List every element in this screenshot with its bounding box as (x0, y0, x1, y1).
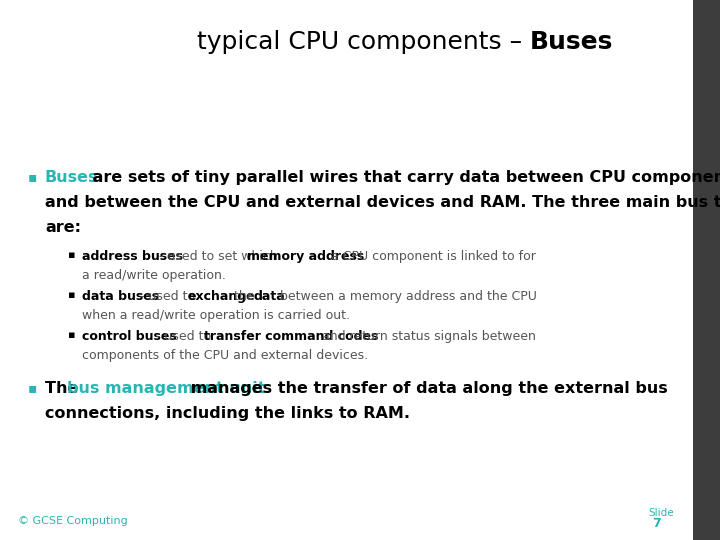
Text: are:: are: (45, 220, 81, 235)
Text: - used to: - used to (152, 330, 215, 343)
Text: 7: 7 (652, 517, 661, 530)
Text: The: The (45, 381, 84, 396)
Text: bus management unit: bus management unit (67, 381, 266, 396)
Text: ▪: ▪ (28, 381, 37, 395)
Text: manages the transfer of data along the external bus: manages the transfer of data along the e… (185, 381, 667, 396)
Text: Buses: Buses (45, 170, 99, 185)
Text: control buses: control buses (82, 330, 176, 343)
Text: exchange: exchange (188, 290, 256, 303)
Text: components of the CPU and external devices.: components of the CPU and external devic… (82, 349, 368, 362)
Text: memory address: memory address (247, 250, 364, 263)
Text: © GCSE Computing: © GCSE Computing (18, 516, 127, 526)
Text: data: data (254, 290, 286, 303)
Text: - used to set which: - used to set which (155, 250, 282, 263)
Text: between a memory address and the CPU: between a memory address and the CPU (276, 290, 537, 303)
Text: ▪: ▪ (68, 330, 76, 340)
Text: when a read/write operation is carried out.: when a read/write operation is carried o… (82, 309, 350, 322)
Text: and between the CPU and external devices and RAM. The three main bus types: and between the CPU and external devices… (45, 195, 720, 210)
Text: typical CPU components –: typical CPU components – (197, 30, 530, 54)
Text: and return status signals between: and return status signals between (318, 330, 536, 343)
Text: Slide: Slide (648, 508, 674, 518)
Text: Buses: Buses (530, 30, 613, 54)
Text: ▪: ▪ (68, 290, 76, 300)
Text: are sets of tiny parallel wires that carry data between CPU components: are sets of tiny parallel wires that car… (87, 170, 720, 185)
Text: ▪: ▪ (28, 170, 37, 184)
Text: - used to: - used to (136, 290, 199, 303)
Text: a read/write operation.: a read/write operation. (82, 269, 226, 282)
Text: a CPU component is linked to for: a CPU component is linked to for (327, 250, 536, 263)
Bar (693, 0, 720, 540)
Text: data buses: data buses (82, 290, 159, 303)
Text: the: the (230, 290, 258, 303)
Text: ▪: ▪ (68, 250, 76, 260)
Text: connections, including the links to RAM.: connections, including the links to RAM. (45, 406, 410, 421)
Text: address buses: address buses (82, 250, 183, 263)
Text: transfer command codes: transfer command codes (204, 330, 379, 343)
